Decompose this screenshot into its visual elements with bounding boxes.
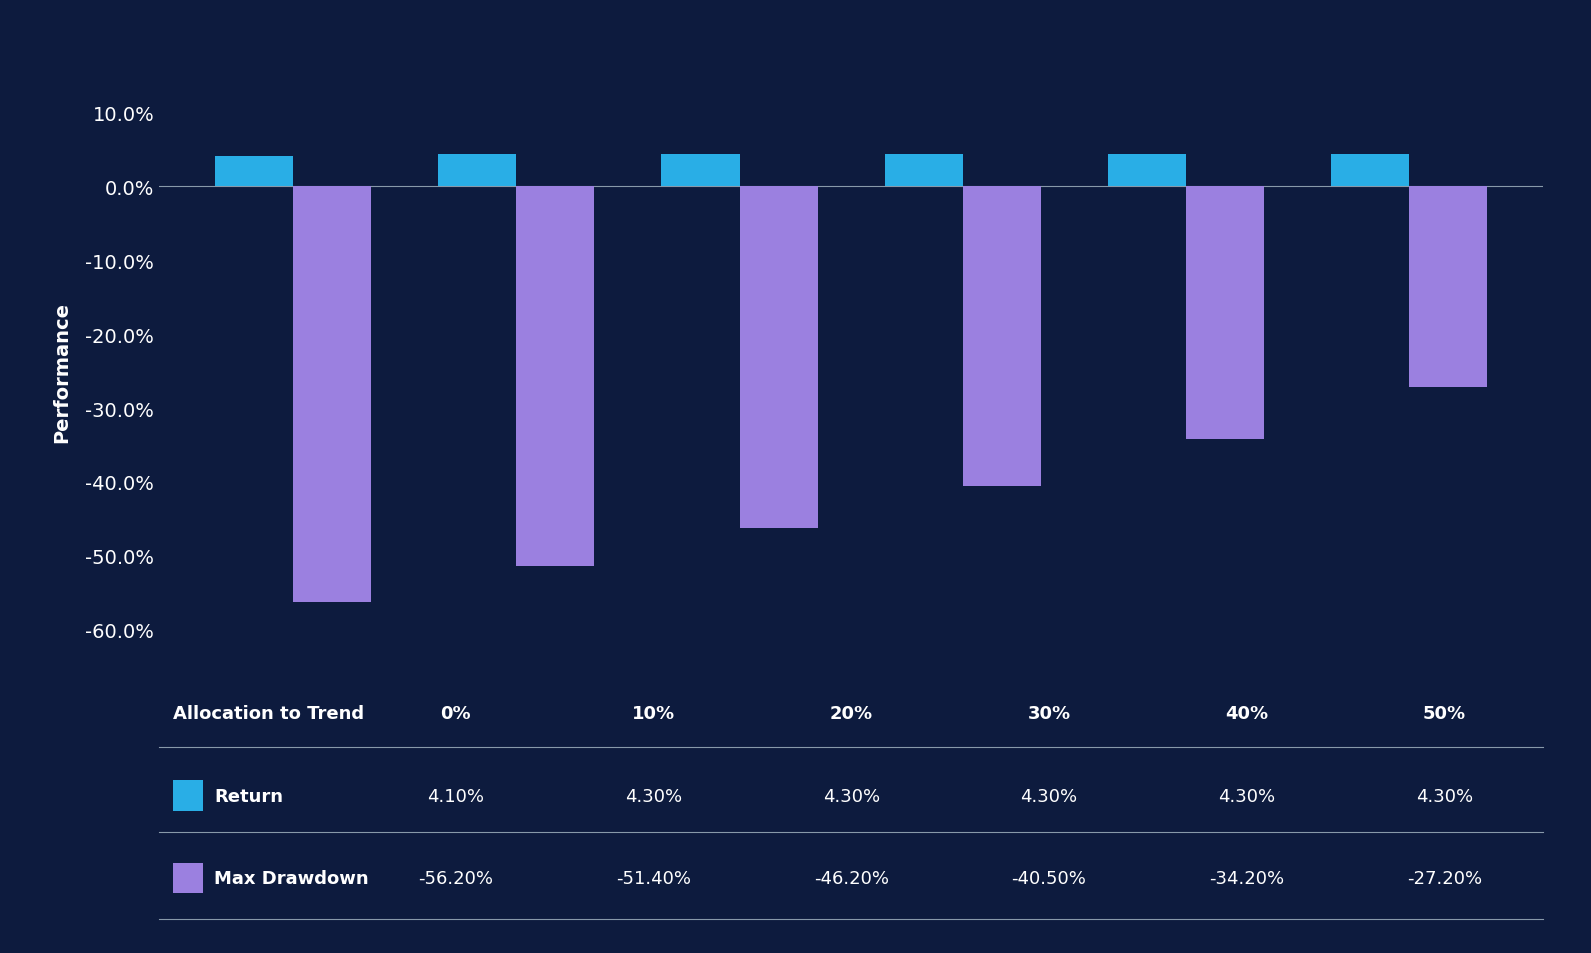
Bar bbox=[438, 155, 517, 187]
Text: 50%: 50% bbox=[1422, 704, 1465, 722]
Text: 20%: 20% bbox=[829, 704, 873, 722]
Bar bbox=[173, 862, 204, 894]
Text: 4.10%: 4.10% bbox=[428, 787, 484, 804]
Bar bbox=[293, 187, 371, 602]
Bar bbox=[215, 156, 293, 187]
Bar bbox=[963, 187, 1041, 486]
Text: -51.40%: -51.40% bbox=[616, 869, 690, 887]
Text: 4.30%: 4.30% bbox=[823, 787, 880, 804]
Bar bbox=[1332, 155, 1410, 187]
Bar bbox=[740, 187, 818, 528]
Text: -46.20%: -46.20% bbox=[813, 869, 889, 887]
Bar bbox=[1185, 187, 1265, 439]
Text: 4.30%: 4.30% bbox=[1416, 787, 1473, 804]
Text: 40%: 40% bbox=[1225, 704, 1268, 722]
Text: -40.50%: -40.50% bbox=[1012, 869, 1087, 887]
Text: 0%: 0% bbox=[441, 704, 471, 722]
Text: -56.20%: -56.20% bbox=[418, 869, 493, 887]
Bar bbox=[1410, 187, 1488, 388]
Text: 30%: 30% bbox=[1028, 704, 1071, 722]
Bar bbox=[517, 187, 595, 567]
Text: 4.30%: 4.30% bbox=[625, 787, 683, 804]
Bar bbox=[1107, 155, 1185, 187]
Bar bbox=[662, 155, 740, 187]
Text: -34.20%: -34.20% bbox=[1209, 869, 1284, 887]
Text: Max Drawdown: Max Drawdown bbox=[215, 869, 369, 887]
Text: Allocation to Trend: Allocation to Trend bbox=[173, 704, 364, 722]
Text: 10%: 10% bbox=[632, 704, 675, 722]
Y-axis label: Performance: Performance bbox=[53, 301, 72, 442]
Text: 4.30%: 4.30% bbox=[1020, 787, 1077, 804]
Text: Return: Return bbox=[215, 787, 283, 804]
Bar bbox=[885, 155, 963, 187]
Text: -27.20%: -27.20% bbox=[1406, 869, 1481, 887]
Text: 4.30%: 4.30% bbox=[1219, 787, 1276, 804]
Bar bbox=[173, 781, 204, 811]
